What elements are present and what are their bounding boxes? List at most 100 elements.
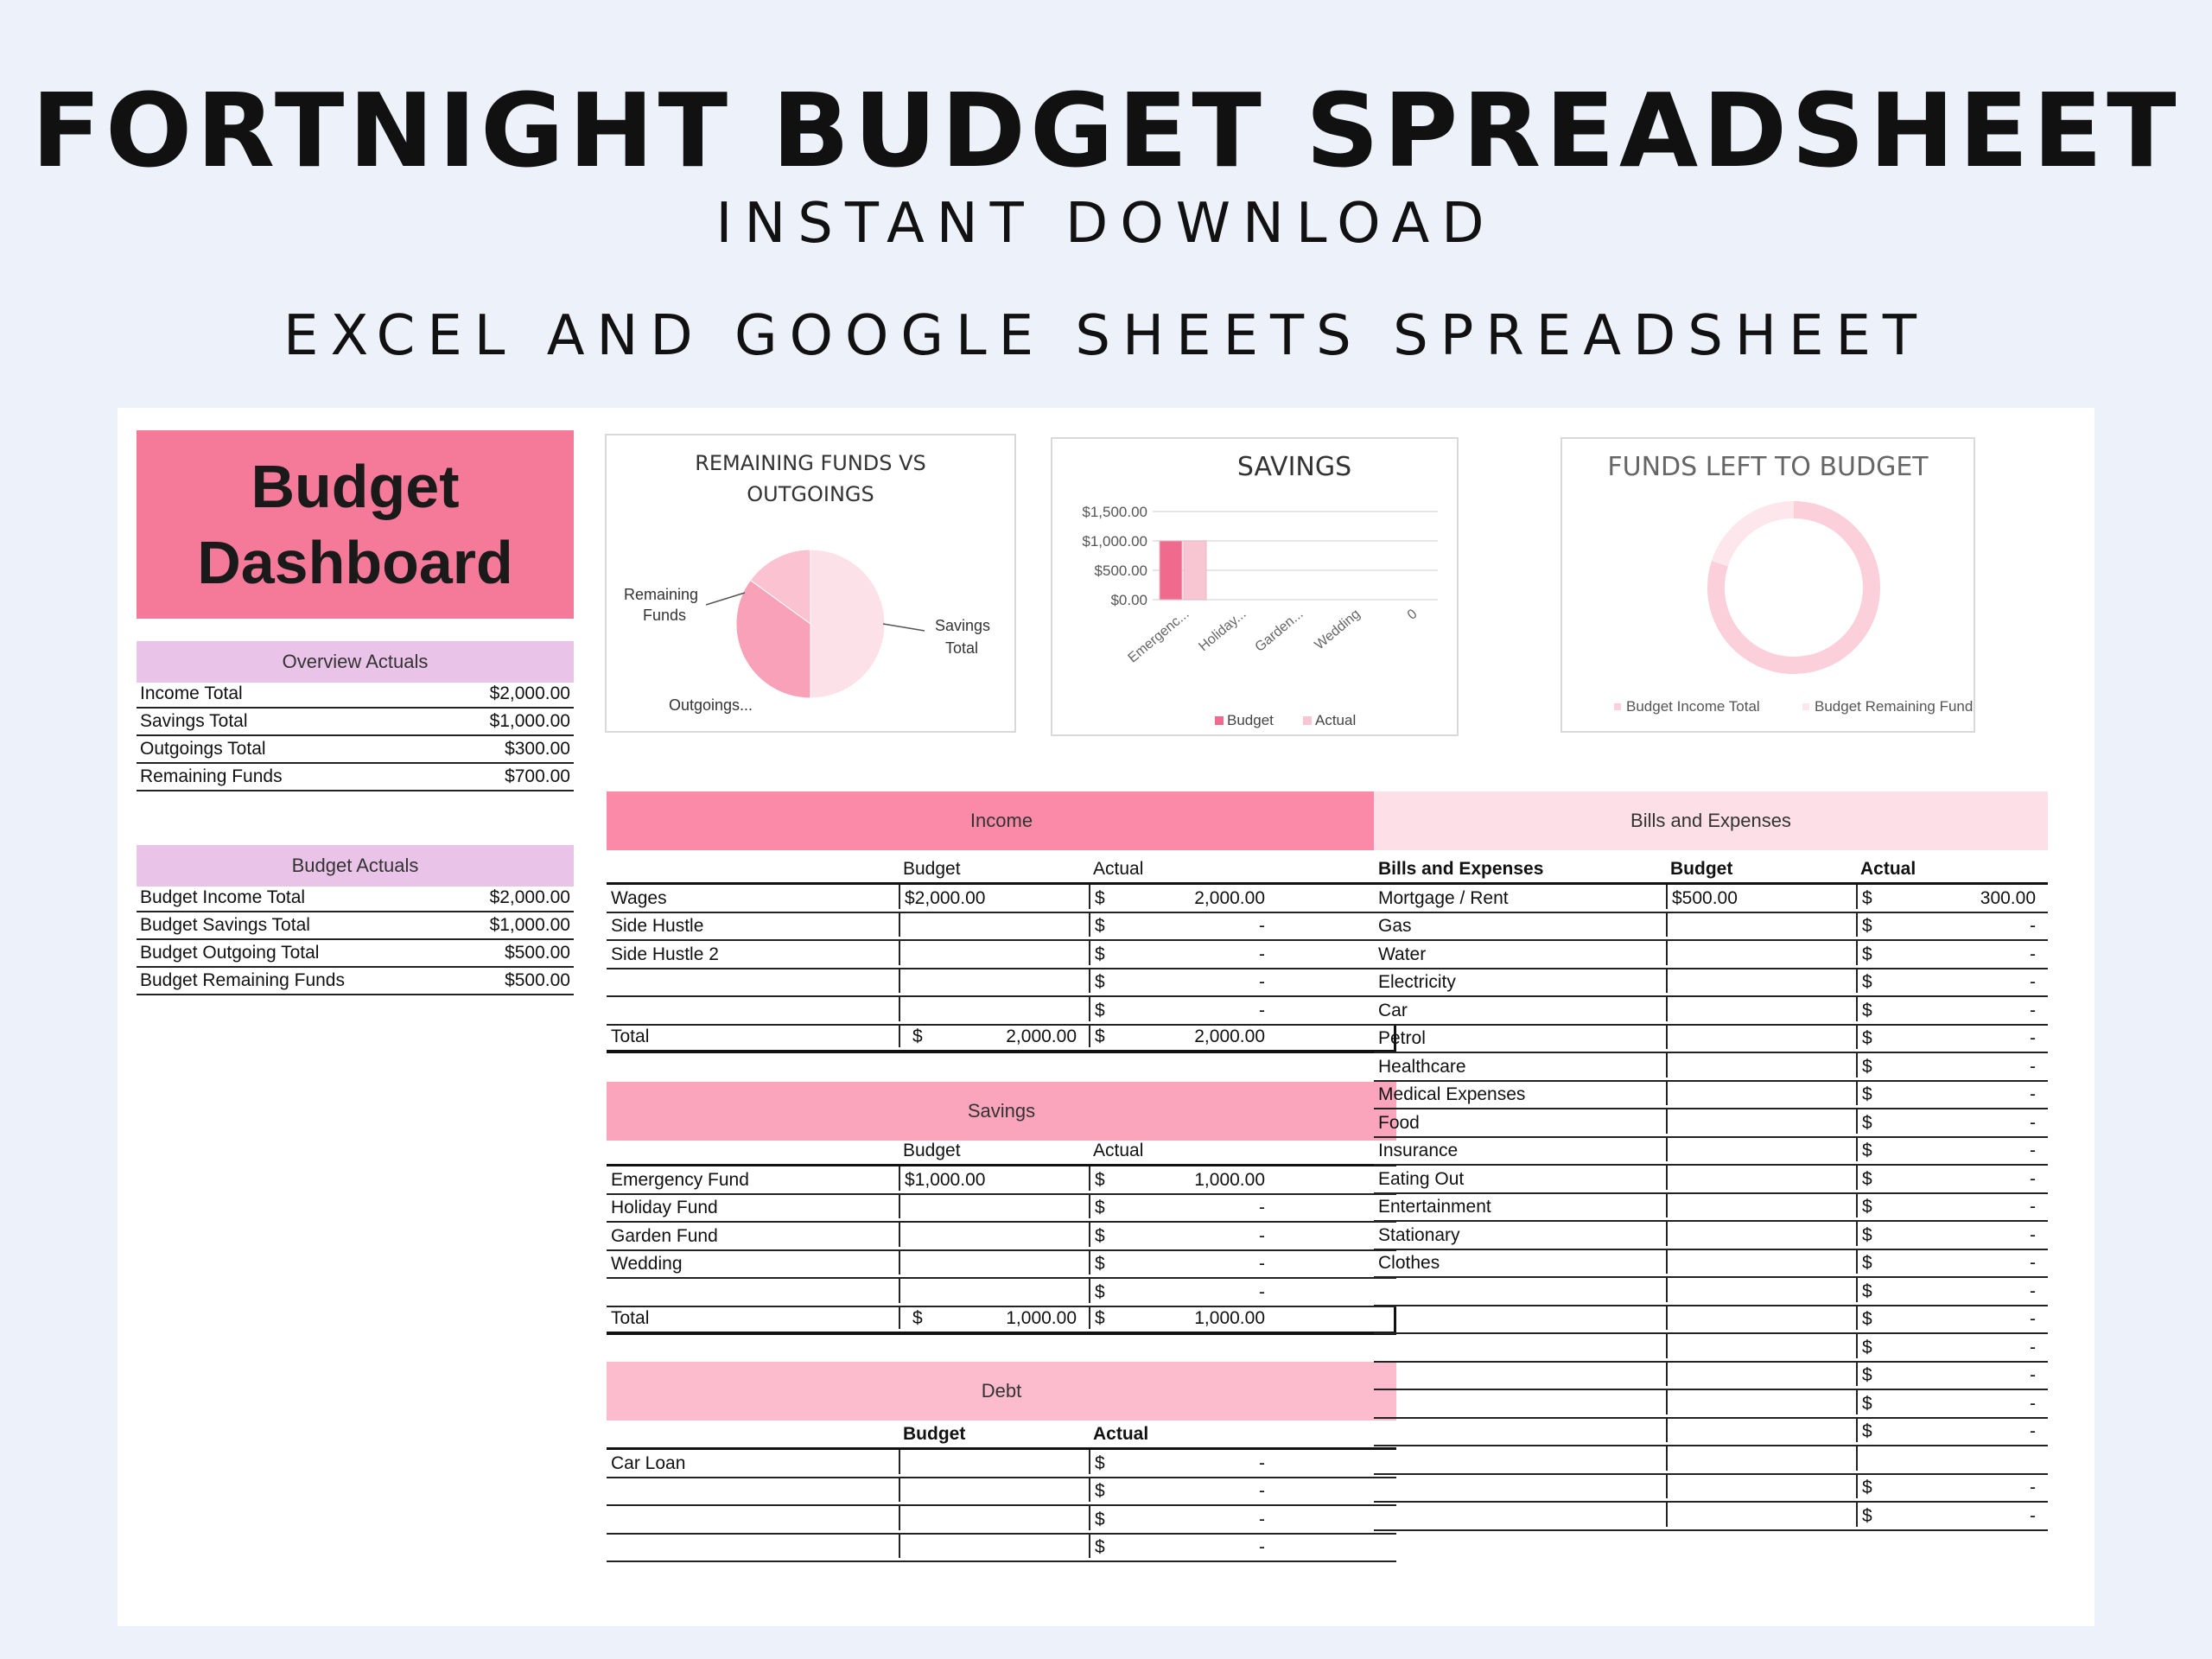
bills-row: Stationary $ - [1374, 1222, 2048, 1250]
savings-row: Wedding $ - [607, 1250, 1396, 1279]
bar-chart-svg: SAVINGS $1,500.00 $1,000.00 $500.00 $0.00 E… [1082, 452, 1438, 728]
overview-row-value: $700.00 [505, 766, 570, 786]
bills-col-label: Bills and Expenses [1378, 859, 1544, 879]
bills-row-actual-cell: $ - [1856, 997, 2048, 1021]
bar-actual-0 [1183, 540, 1207, 601]
bills-row-label: Eating Out [1378, 1168, 1465, 1189]
savings-row-budget [899, 1223, 1089, 1247]
bills-row-label: Water [1378, 944, 1427, 964]
bills-row-actual-cell: $ - [1856, 1306, 2048, 1330]
savings-col-budget: Budget [903, 1141, 961, 1160]
bills-row-budget [1666, 1474, 1856, 1498]
bills-row-label: Healthcare [1378, 1056, 1466, 1077]
bills-row: $ - [1374, 1334, 2048, 1363]
bills-row-actual: - [2030, 1253, 2036, 1273]
debt-row-actual-cell: $ - [1089, 1478, 1277, 1502]
savings-row-currency: $ [1095, 1198, 1105, 1217]
bills-row-actual-cell: $ - [1856, 1362, 2048, 1386]
bar-budget-0 [1159, 540, 1183, 601]
debt-col-actual: Actual [1093, 1424, 1149, 1444]
bills-row-label: Electricity [1378, 972, 1456, 992]
bills-row-actual: - [2030, 944, 2036, 964]
income-row-actual-cell: $ - [1089, 997, 1277, 1021]
income-heading: Income [607, 791, 1396, 850]
bills-row-actual-cell: $ - [1856, 912, 2048, 937]
bills-row-actual: 300.00 [1980, 887, 2036, 908]
budget_actuals-row: Budget Income Total $2,000.00 [137, 885, 574, 912]
budget-dashboard-title: Budget Dashboard [137, 430, 574, 619]
pie-label-funds: Funds [643, 607, 686, 624]
income-col-budget: Budget [903, 859, 961, 879]
bills-table: Bills and Expenses Budget Actual Mortgage /… [1374, 850, 2048, 1531]
bills-row: Entertainment $ - [1374, 1193, 2048, 1222]
income-total-label: Total [611, 1027, 650, 1046]
overview-row-value: $2,000.00 [489, 683, 570, 703]
savings-bar-chart: SAVINGS $1,500.00 $1,000.00 $500.00 $0.00 E… [1051, 437, 1459, 736]
bills-row-actual-cell: $ - [1856, 1081, 2048, 1105]
legend-budget-swatch [1215, 716, 1224, 725]
bills-row: Car $ - [1374, 997, 2048, 1026]
bills-row: $ - [1374, 1474, 2048, 1503]
bills-row-actual: - [2030, 1000, 2036, 1020]
income-total-budget: 2,000.00 [1006, 1027, 1077, 1046]
income-row-budget [899, 941, 1089, 965]
pie-chart-svg: REMAINING FUNDS VS OUTGOINGS Remaining F… [624, 451, 990, 714]
bills-row-budget [1666, 1362, 1856, 1386]
bills-row-budget [1666, 1418, 1856, 1442]
budget-dashboard-title-text: Budget Dashboard [197, 453, 513, 596]
legend-budget-remaining-label: Budget Remaining Funds [1815, 698, 1974, 715]
income-row-actual: 2,000.00 [1194, 887, 1265, 908]
bills-row-currency: $ [1862, 944, 1872, 964]
savings-row-label: Wedding [611, 1254, 683, 1274]
income-row-currency: $ [1095, 944, 1105, 964]
bills-row-currency: $ [1862, 1168, 1872, 1189]
pie-slice-0 [735, 579, 811, 699]
savings-total-label: Total [611, 1308, 650, 1328]
bills-row-actual-cell: $ - [1856, 1109, 2048, 1134]
income-total-budget-cell: $2,000.00 [899, 1025, 1089, 1047]
bills-row-currency: $ [1862, 1393, 1872, 1414]
bills-row-actual-cell: $ - [1856, 941, 2048, 965]
income-header-row: Budget Actual [607, 850, 1396, 885]
bills-row-budget [1666, 941, 1856, 965]
bills-row: $ - [1374, 1390, 2048, 1419]
savings-row-actual: - [1259, 1281, 1265, 1302]
savings-row: $ - [607, 1279, 1396, 1307]
bills-row-budget [1666, 1278, 1856, 1302]
bills-row: Electricity $ - [1374, 969, 2048, 997]
bills-col-budget: Budget [1670, 859, 1733, 879]
remaining-funds-pie-chart: REMAINING FUNDS VS OUTGOINGS Remaining F… [605, 434, 1016, 733]
savings-total-budget-currency: $ [912, 1308, 923, 1328]
income-total-actual-cell: $2,000.00 [1089, 1025, 1277, 1047]
savings-total-budget-cell: $1,000.00 [899, 1306, 1089, 1329]
bills-row-actual-cell: $ - [1856, 1025, 2048, 1049]
bills-row: Clothes $ - [1374, 1249, 2048, 1278]
bar-chart-title: SAVINGS [1237, 452, 1351, 482]
bills-row-currency: $ [1862, 1197, 1872, 1217]
bills-row: Insurance $ - [1374, 1137, 2048, 1166]
bills-row-currency: $ [1862, 1028, 1872, 1048]
overview-row: Outgoings Total $300.00 [137, 736, 574, 764]
debt-row-actual-cell: $ - [1089, 1450, 1277, 1474]
bills-row-currency: $ [1862, 1365, 1872, 1385]
bar-ytick-label: $1,000.00 [1082, 533, 1147, 550]
bills-row-actual: - [2030, 1337, 2036, 1357]
overview-row: Remaining Funds $700.00 [137, 764, 574, 791]
bills-row-currency: $ [1862, 1084, 1872, 1104]
savings-row-label: Holiday Fund [611, 1198, 718, 1217]
bar-ytick-label: $0.00 [1110, 592, 1147, 608]
budget_actuals-row-label: Budget Outgoing Total [140, 943, 320, 963]
debt-row-currency: $ [1095, 1481, 1105, 1501]
bills-row-actual: - [2030, 1505, 2036, 1526]
bills-row-currency: $ [1862, 1337, 1872, 1357]
bills-row-label: Gas [1378, 916, 1412, 936]
bar-xtick-label: Garden... [1253, 607, 1306, 655]
overview-actuals-heading: Overview Actuals [137, 641, 574, 683]
bills-row-budget [1666, 1193, 1856, 1217]
debt-row-actual: - [1259, 1452, 1265, 1473]
bar-ytick-label: $1,500.00 [1082, 504, 1147, 520]
spreadsheet-preview: Budget Dashboard Overview Actuals Income… [118, 408, 2094, 1626]
income-row: Side Hustle $ - [607, 912, 1396, 941]
debt-row-actual: - [1259, 1481, 1265, 1501]
savings-heading: Savings [607, 1082, 1396, 1141]
